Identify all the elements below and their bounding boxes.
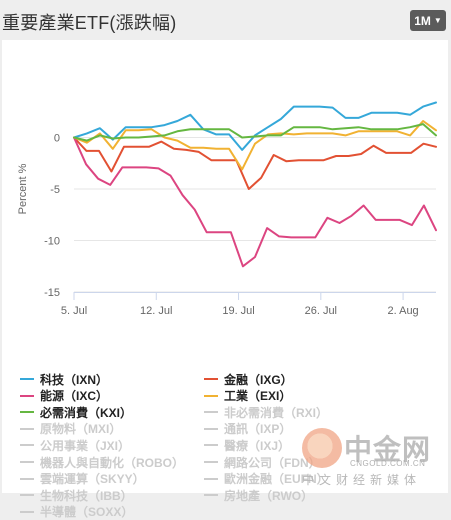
legend-swatch — [204, 378, 218, 380]
legend-label: 科技（IXN） — [40, 372, 109, 387]
y-tick-label: -15 — [44, 287, 60, 299]
caret-down-icon: ▼ — [433, 16, 442, 25]
legend-item[interactable]: 必需消費（KXI） — [20, 404, 132, 420]
legend-label: 半導體（SOXX） — [40, 505, 134, 520]
legend-label: 通訊（IXP） — [224, 422, 292, 437]
legend-item[interactable]: 公用事業（JXI） — [20, 437, 130, 453]
legend-item[interactable]: 能源（IXC） — [20, 388, 108, 404]
legend-item[interactable]: 原物料（MXI） — [20, 421, 121, 437]
legend-label: 金融（IXG） — [224, 372, 293, 387]
legend-label: 房地產（RWO） — [224, 488, 314, 503]
legend-label: 雲端運算（SKYY） — [40, 472, 145, 487]
legend-label: 歐洲金融（EUFN） — [224, 472, 329, 487]
y-axis-title: Percent % — [17, 163, 29, 214]
legend-swatch — [204, 427, 218, 430]
watermark-brand: 中金网 — [344, 434, 432, 465]
legend-label: 醫療（IXJ） — [224, 438, 291, 453]
x-tick-label: 2. Aug — [387, 305, 418, 317]
chart-panel: -15 -10 -5 0 5. Jul 12. Jul 19. Jul 26. Jul 2. A… — [2, 40, 448, 519]
legend-swatch — [20, 427, 34, 430]
line-chart: -15 -10 -5 0 5. Jul 12. Jul 19. Jul 26. Jul 2. A… — [17, 101, 437, 317]
y-tick-label: -5 — [50, 184, 60, 196]
legend-item[interactable]: 生物科技（IBB） — [20, 487, 133, 503]
legend-swatch — [20, 394, 34, 397]
legend-item[interactable]: 醫療（IXJ） — [204, 437, 290, 453]
legend-swatch — [20, 411, 34, 414]
legend-label: 生物科技（IBB） — [40, 488, 133, 503]
legend-label: 原物料（MXI） — [40, 422, 122, 437]
legend-label: 網路公司（FDN） — [224, 455, 321, 470]
x-tick-label: 26. Jul — [305, 305, 337, 317]
legend-swatch — [20, 461, 34, 463]
legend-swatch — [204, 394, 218, 397]
legend-label: 機器人與自動化（ROBO） — [40, 455, 185, 470]
series-line — [73, 123, 437, 142]
legend-swatch — [204, 411, 218, 414]
x-tick-label: 19. Jul — [222, 305, 254, 317]
legend-swatch — [204, 461, 218, 463]
legend-label: 公用事業（JXI） — [40, 438, 131, 453]
watermark: 中金网 CNGOLD.COM.CN 中文财经新媒体 — [302, 428, 450, 490]
legend-item[interactable]: 房地產（RWO） — [204, 487, 313, 503]
legend-swatch — [204, 494, 218, 497]
legend-item[interactable]: 科技（IXN） — [20, 371, 108, 387]
legend-item[interactable]: 金融（IXG） — [204, 371, 293, 387]
legend-label: 能源（IXC） — [40, 389, 109, 404]
x-tick-label: 12. Jul — [140, 305, 172, 317]
range-label: 1M — [414, 13, 431, 28]
series-line — [73, 136, 437, 268]
legend-item[interactable]: 通訊（IXP） — [204, 421, 291, 437]
header-bar: 重要產業ETF(漲跌幅) 1M ▼ — [0, 0, 451, 40]
legend-swatch — [20, 378, 34, 380]
legend-swatch — [20, 477, 34, 480]
legend-swatch — [20, 510, 34, 513]
legend-item[interactable]: 網路公司（FDN） — [204, 454, 321, 470]
legend-swatch — [204, 477, 218, 480]
legend-item[interactable]: 機器人與自動化（ROBO） — [20, 454, 184, 470]
series-line — [73, 101, 437, 151]
y-tick-label: 0 — [54, 133, 60, 145]
series-line — [73, 136, 437, 190]
legend-swatch — [20, 494, 34, 497]
legend-swatch — [20, 444, 34, 447]
y-tick-label: -10 — [44, 236, 60, 248]
range-selector-button[interactable]: 1M ▼ — [410, 10, 446, 31]
page-title: 重要產業ETF(漲跌幅) — [2, 13, 177, 33]
legend-label: 非必需消費（RXI） — [224, 405, 329, 420]
x-tick-label: 5. Jul — [61, 305, 87, 317]
legend-item[interactable]: 半導體（SOXX） — [20, 504, 133, 520]
legend-item[interactable]: 歐洲金融（EUFN） — [204, 471, 329, 487]
brand-logo-icon — [302, 428, 342, 468]
legend-swatch — [204, 444, 218, 447]
series-line — [73, 120, 437, 171]
legend-item[interactable]: 雲端運算（SKYY） — [20, 471, 145, 487]
legend-item[interactable]: 非必需消費（RXI） — [204, 404, 328, 420]
legend-item[interactable]: 工業（EXI） — [204, 388, 291, 404]
legend-label: 工業（EXI） — [224, 389, 292, 404]
watermark-url: CNGOLD.COM.CN — [350, 459, 426, 468]
watermark-tagline: 中文财经新媒体 — [302, 473, 422, 487]
legend-label: 必需消費（KXI） — [40, 405, 133, 420]
